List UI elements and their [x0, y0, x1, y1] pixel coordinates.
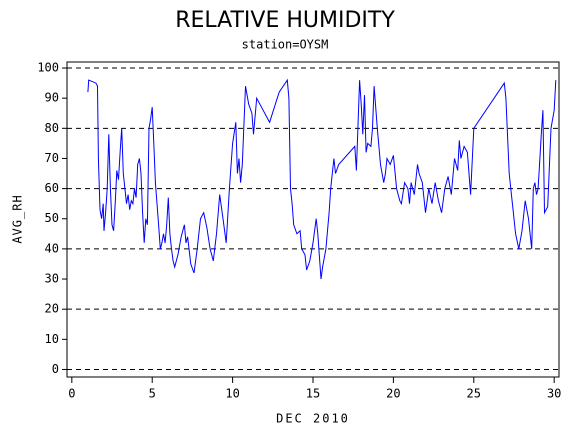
x-tick-label: 5	[149, 387, 156, 401]
y-tick-label: 60	[45, 181, 59, 195]
y-tick-label: 50	[45, 211, 59, 225]
x-axis-label: DEC 2010	[276, 412, 350, 426]
chart-subtitle: station=OYSM	[242, 38, 329, 52]
y-tick-label: 80	[45, 121, 59, 135]
x-tick-label: 30	[547, 387, 561, 401]
y-tick-label: 100	[37, 61, 59, 75]
plot-frame	[66, 61, 560, 378]
x-tick-label: 0	[68, 387, 75, 401]
y-axis-label: AVG_RH	[11, 194, 25, 243]
y-tick-label: 20	[45, 302, 59, 316]
data-line	[87, 78, 557, 280]
x-tick-label: 15	[306, 387, 320, 401]
y-tick-label: 90	[45, 91, 59, 105]
y-tick-label: 30	[45, 272, 59, 286]
chart-title: RELATIVE HUMIDITY	[175, 8, 395, 33]
x-tick-label: 10	[225, 387, 239, 401]
x-tick-label: 20	[386, 387, 400, 401]
x-tick-label: 25	[467, 387, 481, 401]
y-tick-label: 40	[45, 241, 59, 255]
y-tick-label: 70	[45, 151, 59, 165]
y-tick-label: 10	[45, 332, 59, 346]
y-tick-label: 0	[52, 362, 59, 376]
